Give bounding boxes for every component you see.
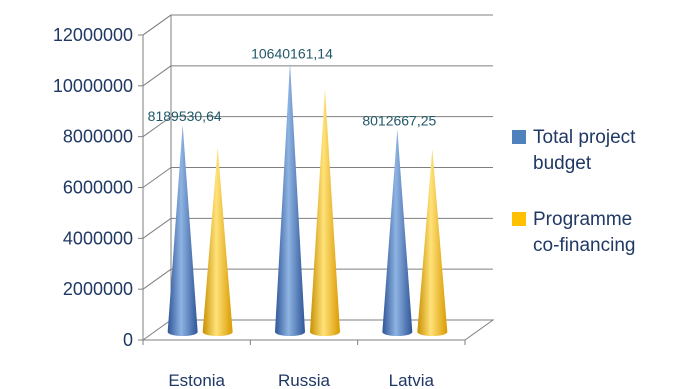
cone-cofinancing-latvia [417,148,448,336]
y-axis-ticks: 0 2000000 4000000 6000000 8000000 10000000 120… [53,25,143,350]
gridline-side [142,116,172,138]
gridline-side [142,167,172,188]
y-tick-label: 4000000 [63,228,133,248]
gridline-side [142,65,172,87]
y-tick-label: 8000000 [63,127,133,147]
data-label: 8189530,64 [148,108,222,124]
legend-label: co-financing [533,235,635,256]
y-tick-label: 0 [123,330,133,350]
legend-label: budget [533,153,592,174]
data-labels: 8189530,64 10640161,14 8012667,25 [148,46,437,129]
y-tick-label: 10000000 [53,76,133,96]
cone-total-russia [275,62,305,337]
legend-swatch [512,212,526,226]
cone-total-estonia [167,124,198,336]
x-category-label: Russia [278,371,331,389]
legend-swatch [512,130,526,144]
gridline-side [142,217,172,239]
legend-label: Programme [533,209,632,230]
cone-cofinancing-estonia [202,147,233,336]
cone-total-latvia [382,129,413,336]
legend-label: Total project [533,127,636,148]
gridline-side [142,14,172,36]
data-label: 10640161,14 [251,46,333,62]
legend: Total project budget Programme co-financing [512,127,636,256]
y-tick-label: 12000000 [53,25,133,45]
gridline-side [142,268,172,290]
cone-series [167,62,448,337]
y-tick-label: 6000000 [63,178,133,198]
y-tick-label: 2000000 [63,279,133,299]
data-label: 8012667,25 [362,112,436,128]
x-axis-categories: Estonia Russia Latvia [142,340,466,389]
x-category-label: Estonia [168,371,225,389]
x-category-label: Latvia [389,371,435,389]
cone-cofinancing-russia [310,89,340,336]
